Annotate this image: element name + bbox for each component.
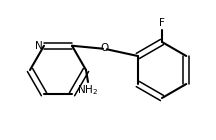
Text: O: O xyxy=(101,43,109,53)
Text: NH$_2$: NH$_2$ xyxy=(77,83,98,97)
Text: N: N xyxy=(35,41,43,51)
Text: F: F xyxy=(159,18,165,28)
